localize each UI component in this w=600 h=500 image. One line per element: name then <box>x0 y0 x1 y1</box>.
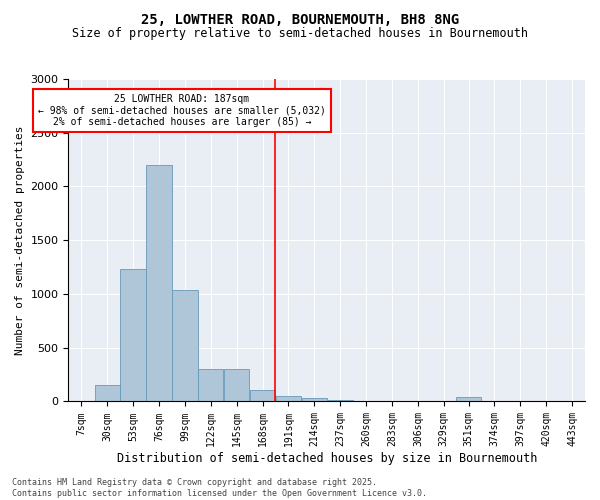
Y-axis label: Number of semi-detached properties: Number of semi-detached properties <box>15 126 25 355</box>
Bar <box>456 397 481 402</box>
Bar <box>198 369 223 402</box>
Text: 25, LOWTHER ROAD, BOURNEMOUTH, BH8 8NG: 25, LOWTHER ROAD, BOURNEMOUTH, BH8 8NG <box>141 12 459 26</box>
Bar <box>302 398 327 402</box>
Bar <box>146 165 172 402</box>
Text: 25 LOWTHER ROAD: 187sqm
← 98% of semi-detached houses are smaller (5,032)
2% of : 25 LOWTHER ROAD: 187sqm ← 98% of semi-de… <box>38 94 326 126</box>
Text: Size of property relative to semi-detached houses in Bournemouth: Size of property relative to semi-detach… <box>72 28 528 40</box>
Bar <box>276 396 301 402</box>
Bar <box>172 290 197 402</box>
Bar <box>121 270 146 402</box>
Bar <box>328 400 353 402</box>
Bar <box>95 386 120 402</box>
X-axis label: Distribution of semi-detached houses by size in Bournemouth: Distribution of semi-detached houses by … <box>116 452 537 465</box>
Bar <box>250 390 275 402</box>
Bar <box>224 369 250 402</box>
Text: Contains HM Land Registry data © Crown copyright and database right 2025.
Contai: Contains HM Land Registry data © Crown c… <box>12 478 427 498</box>
